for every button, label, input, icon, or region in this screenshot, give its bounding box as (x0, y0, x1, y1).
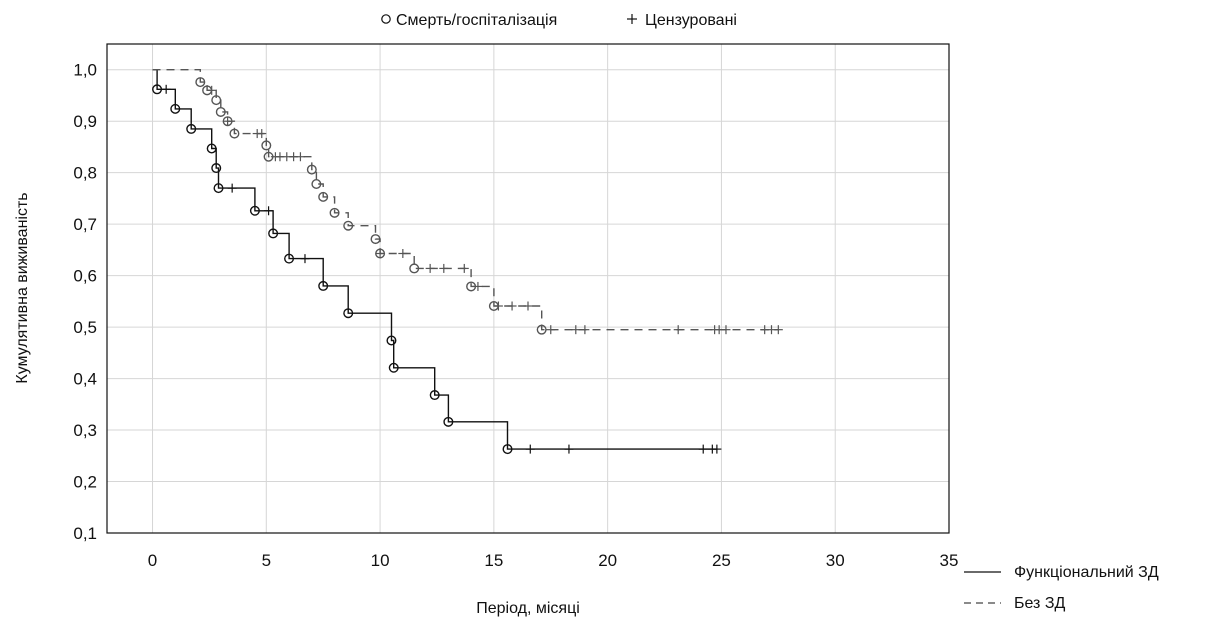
y-tick-label: 0,5 (73, 318, 97, 337)
censor-marker (257, 129, 267, 139)
x-axis-title: Період, місяці (476, 600, 580, 617)
event-marker (370, 234, 381, 245)
x-tick-label: 0 (148, 551, 157, 570)
y-tick-label: 0,8 (73, 164, 97, 183)
censor-marker (673, 325, 683, 335)
marker-legend: Смерть/госпіталізація Цензуровані (381, 12, 737, 29)
censor-marker (161, 84, 171, 94)
event-marker (284, 253, 295, 264)
y-axis-title: Кумулятивна виживаність (14, 192, 31, 383)
censor-marker (773, 325, 783, 335)
event-marker (213, 183, 224, 194)
event-marker (375, 248, 386, 259)
censor-marker (227, 183, 237, 193)
grid (107, 44, 949, 533)
censor-marker (375, 248, 385, 258)
event-marker (318, 280, 329, 291)
censor-marker (295, 152, 305, 162)
legend-label-functional: Функціональний ЗД (1014, 564, 1159, 581)
plot-frame (106, 43, 950, 534)
event-marker (306, 164, 317, 175)
censor-marker (507, 301, 517, 311)
event-marker (318, 191, 329, 202)
x-axis-ticks: 0 5 10 15 20 25 30 35 (148, 551, 959, 570)
censor-legend-label: Цензуровані (645, 12, 737, 29)
x-tick-label: 20 (598, 551, 617, 570)
x-tick-label: 30 (826, 551, 845, 570)
event-marker (409, 263, 420, 274)
event-marker (229, 128, 240, 139)
event-marker (261, 140, 272, 151)
x-tick-label: 15 (484, 551, 503, 570)
censor-marker (712, 444, 722, 454)
event-marker (222, 116, 233, 127)
censor-marker (571, 325, 581, 335)
event-marker (215, 106, 226, 117)
series-1 (152, 69, 783, 335)
event-marker (443, 416, 454, 427)
event-marker (388, 362, 399, 373)
event-marker (536, 324, 547, 335)
event-marker (268, 228, 279, 239)
censor-marker (439, 263, 449, 273)
event-marker (488, 301, 499, 312)
y-axis-ticks: 0,1 0,2 0,3 0,4 0,5 0,6 0,7 0,8 0,9 1,0 (73, 61, 97, 543)
event-marker (202, 85, 213, 96)
x-tick-label: 5 (262, 551, 271, 570)
event-marker (195, 77, 206, 88)
event-marker (466, 281, 477, 292)
x-tick-label: 10 (371, 551, 390, 570)
event-marker (211, 95, 222, 106)
event-marker (152, 84, 163, 95)
event-marker (186, 123, 197, 134)
censor-marker (459, 263, 469, 273)
censor-marker (721, 325, 731, 335)
censor-marker (523, 301, 533, 311)
censor-marker-legend-icon (627, 14, 637, 24)
event-marker (386, 335, 397, 346)
series-0 (152, 69, 722, 455)
censor-marker (300, 254, 310, 264)
censor-marker (525, 444, 535, 454)
x-tick-label: 25 (712, 551, 731, 570)
legend-label-no-zd: Без ЗД (1014, 595, 1065, 612)
y-tick-label: 0,3 (73, 421, 97, 440)
censor-marker (546, 325, 556, 335)
y-tick-label: 0,9 (73, 112, 97, 131)
censor-marker (564, 444, 574, 454)
event-marker-legend-icon (381, 14, 391, 24)
series-layer (152, 69, 783, 455)
event-marker (311, 179, 322, 190)
censor-marker (425, 263, 435, 273)
event-legend-label: Смерть/госпіталізація (396, 12, 557, 29)
event-marker (429, 390, 440, 401)
censor-marker (223, 116, 233, 126)
censor-marker (398, 248, 408, 258)
event-marker (343, 308, 354, 319)
y-tick-label: 0,4 (73, 370, 97, 389)
series-line-1 (152, 69, 779, 331)
y-tick-label: 0,1 (73, 524, 97, 543)
censor-marker (264, 206, 274, 216)
event-marker (249, 205, 260, 216)
event-marker (263, 151, 274, 162)
event-marker (211, 163, 222, 174)
y-tick-label: 0,7 (73, 215, 97, 234)
event-marker (206, 143, 217, 154)
x-tick-label: 35 (940, 551, 959, 570)
event-marker (329, 207, 340, 218)
censor-marker (580, 325, 590, 335)
y-tick-label: 0,6 (73, 267, 97, 286)
series-line-0 (152, 69, 717, 450)
event-marker (502, 444, 513, 455)
event-marker (343, 220, 354, 231)
censor-marker (698, 444, 708, 454)
line-legend: Функціональний ЗД Без ЗД (964, 564, 1159, 612)
y-tick-label: 1,0 (73, 61, 97, 80)
event-marker (170, 103, 181, 114)
y-tick-label: 0,2 (73, 473, 97, 492)
